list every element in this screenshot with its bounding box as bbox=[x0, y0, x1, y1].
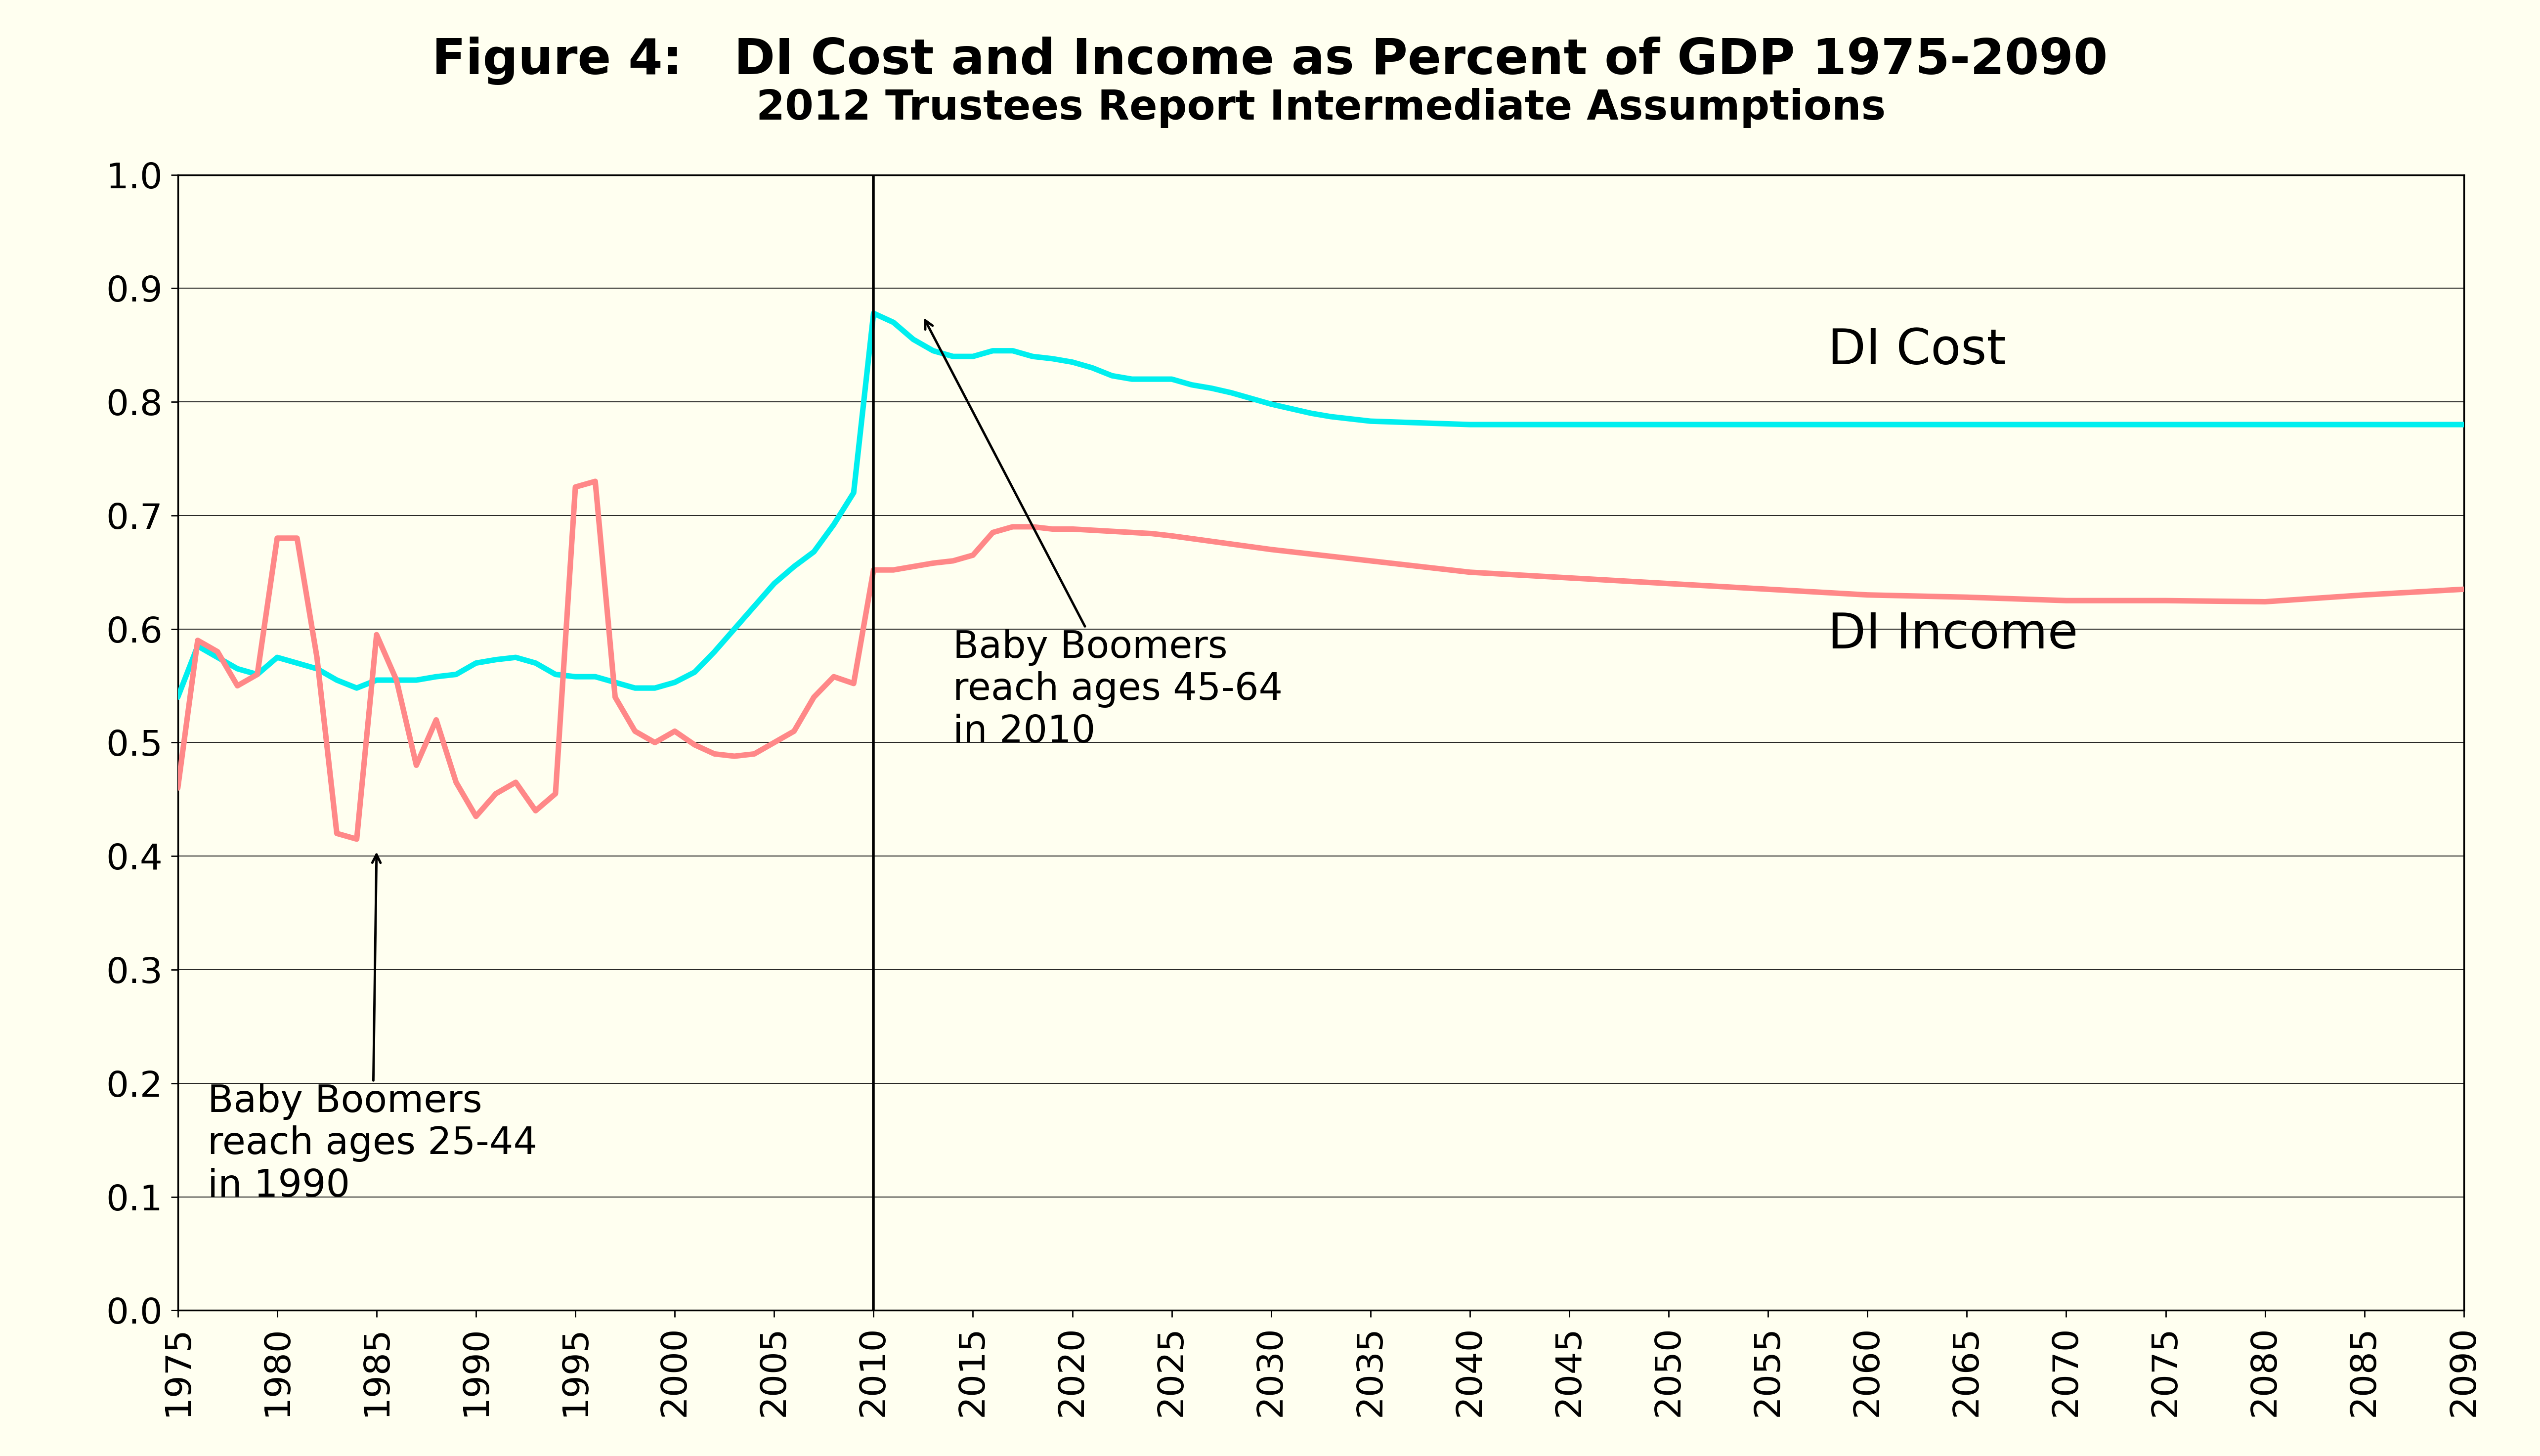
Text: DI Cost: DI Cost bbox=[1829, 326, 2007, 374]
Text: Baby Boomers
reach ages 45-64
in 2010: Baby Boomers reach ages 45-64 in 2010 bbox=[925, 320, 1283, 750]
Text: Figure 4:   DI Cost and Income as Percent of GDP 1975-2090: Figure 4: DI Cost and Income as Percent … bbox=[432, 36, 2108, 84]
Title: 2012 Trustees Report Intermediate Assumptions: 2012 Trustees Report Intermediate Assump… bbox=[757, 89, 1885, 128]
Text: DI Income: DI Income bbox=[1829, 610, 2078, 658]
Text: Baby Boomers
reach ages 25-44
in 1990: Baby Boomers reach ages 25-44 in 1990 bbox=[208, 855, 538, 1204]
